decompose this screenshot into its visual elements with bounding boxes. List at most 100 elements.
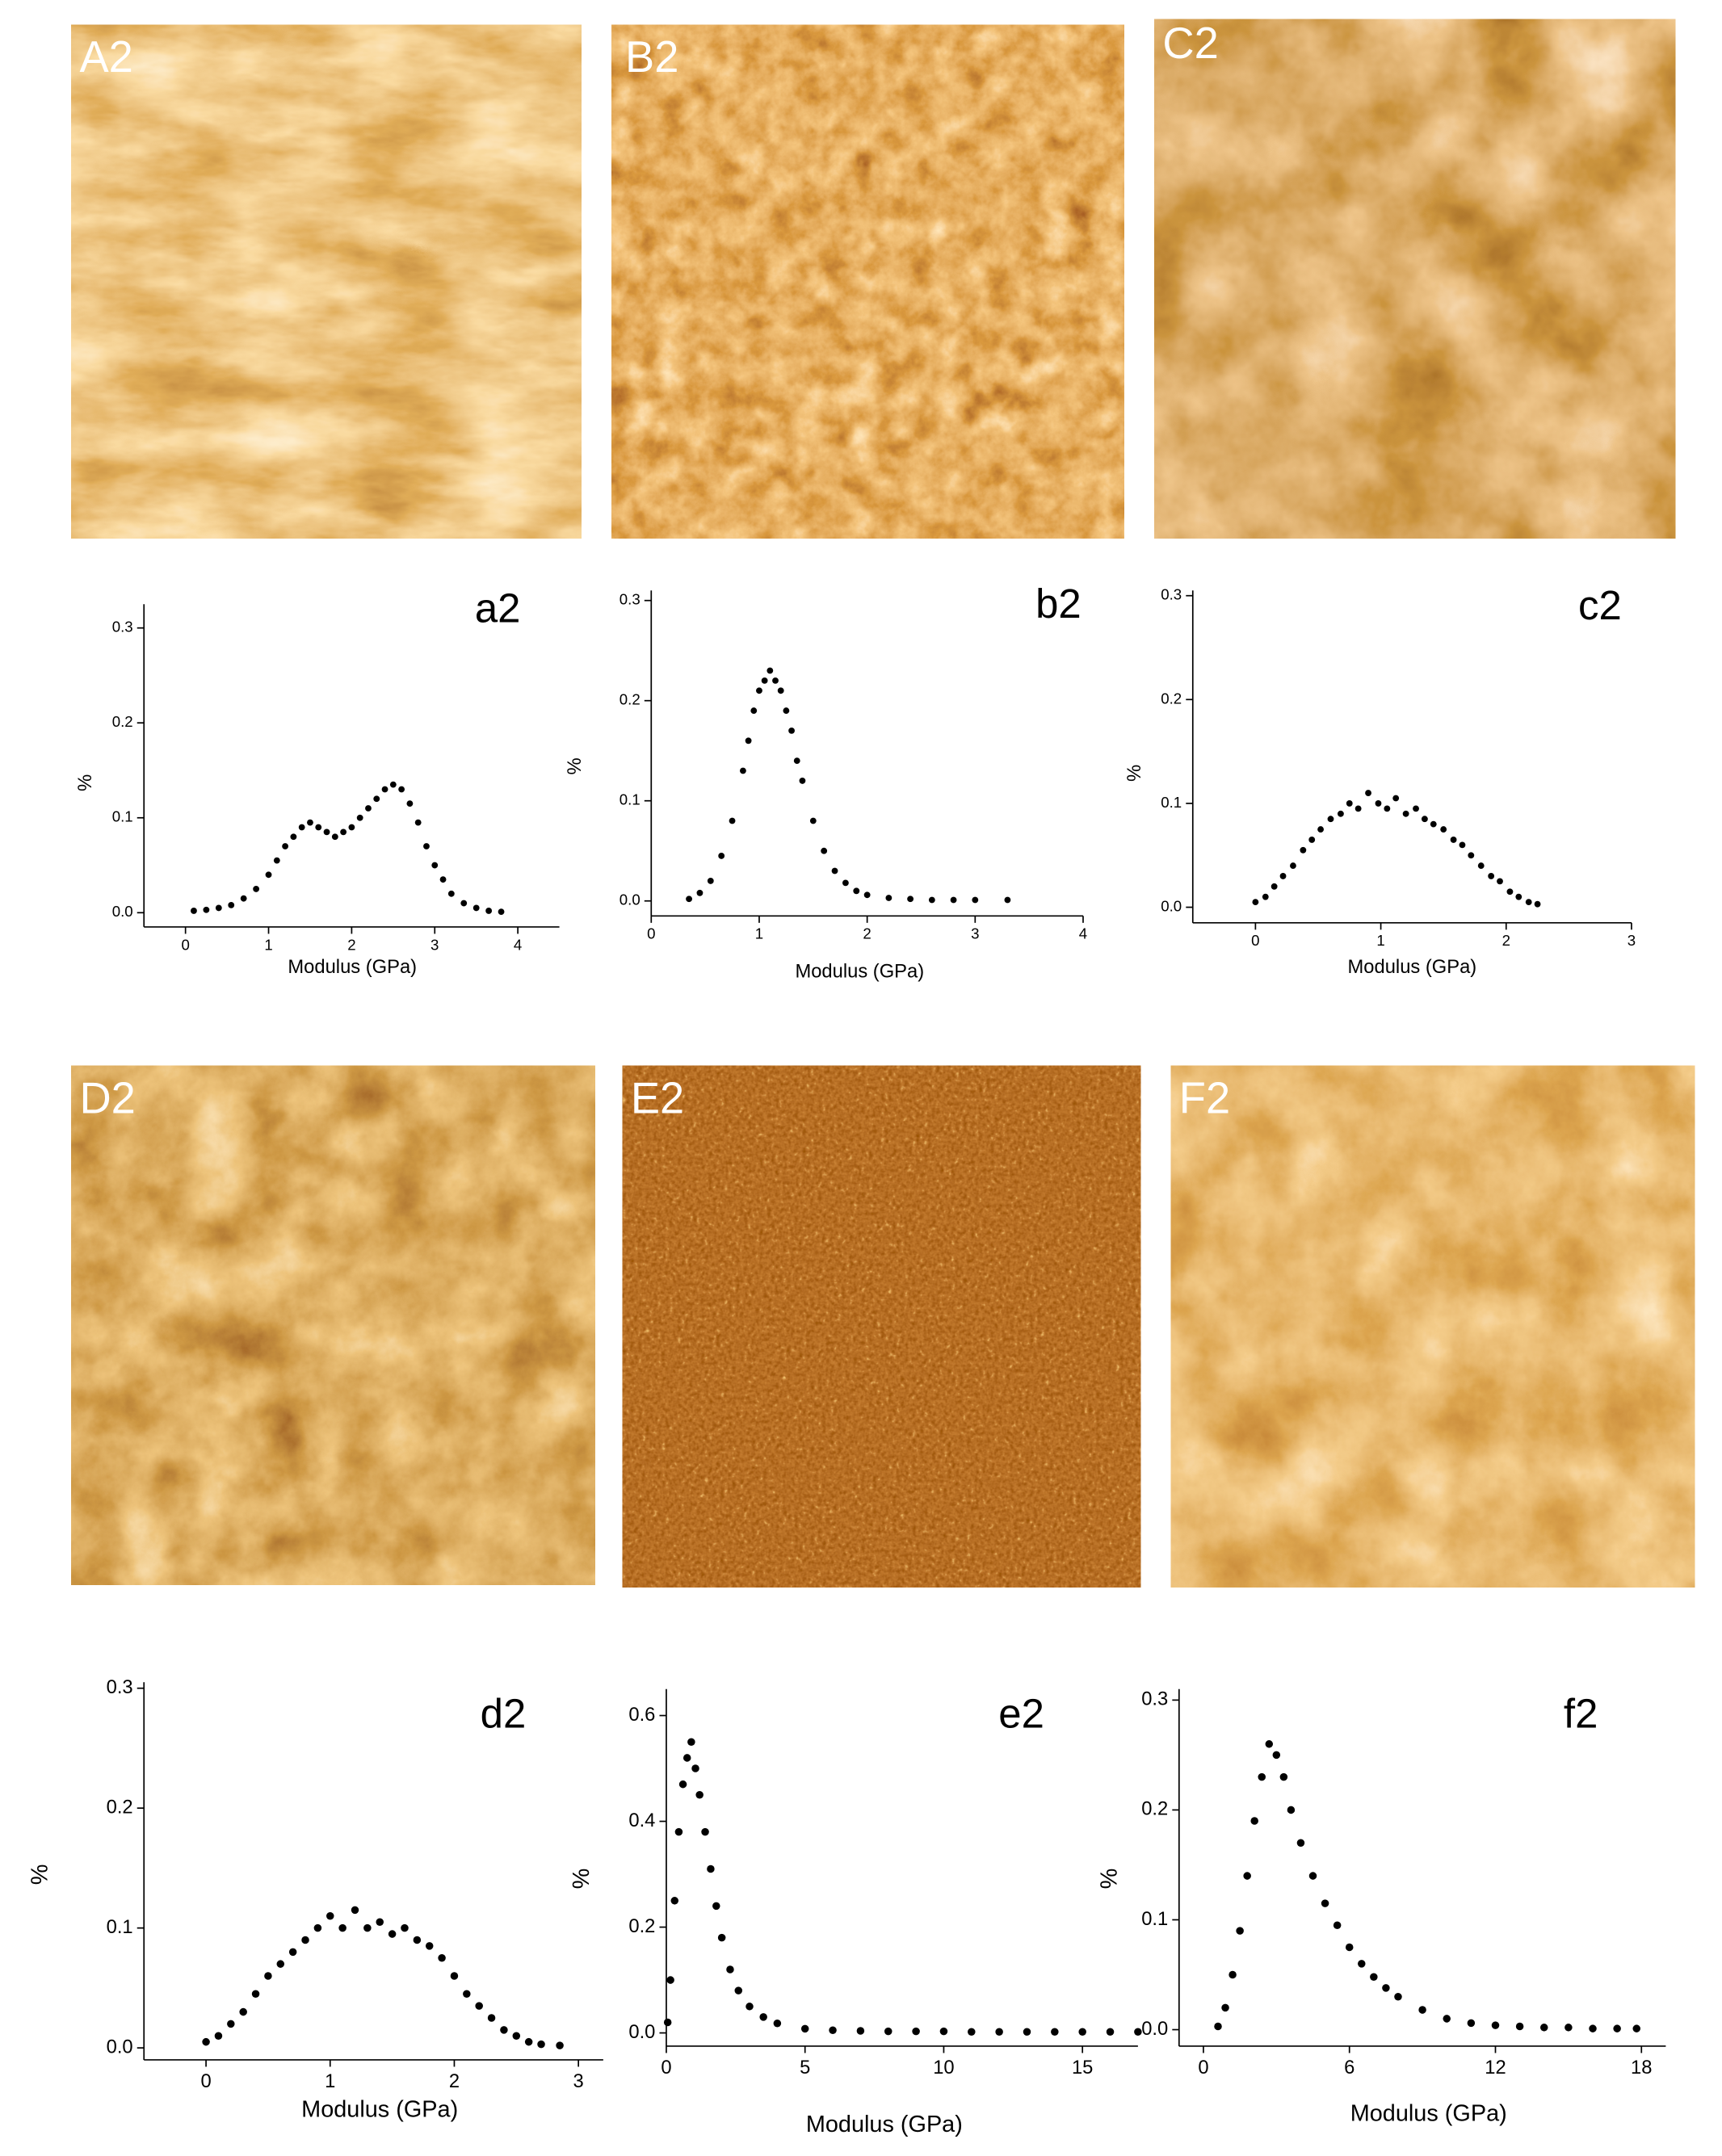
y-tick-label: 0.2 xyxy=(1141,1798,1168,1820)
data-point xyxy=(907,896,914,903)
data-point xyxy=(265,871,272,879)
y-tick-label: 0.2 xyxy=(112,713,133,730)
x-tick-label: 1 xyxy=(325,2070,335,2092)
x-tick-label: 0 xyxy=(1251,932,1259,949)
data-point xyxy=(191,908,197,914)
image-label: E2 xyxy=(631,1073,684,1122)
data-point xyxy=(500,2026,508,2034)
data-point xyxy=(1477,862,1485,870)
data-point xyxy=(1515,2022,1524,2031)
data-point xyxy=(1421,816,1428,823)
data-point xyxy=(1308,837,1316,843)
data-point xyxy=(1506,888,1514,896)
y-tick-label: 0.3 xyxy=(107,1676,133,1698)
chart-title: a2 xyxy=(475,585,521,631)
data-point xyxy=(761,677,768,684)
x-tick-label: 15 xyxy=(1072,2057,1093,2078)
data-point xyxy=(777,687,784,694)
data-point xyxy=(431,862,439,869)
data-point xyxy=(498,908,505,916)
data-point xyxy=(1440,826,1447,833)
y-tick-label: 0.0 xyxy=(1141,2018,1168,2040)
afm-image xyxy=(71,24,582,539)
x-tick-label: 1 xyxy=(755,925,763,942)
data-point xyxy=(1413,805,1419,812)
x-tick-label: 2 xyxy=(863,925,871,942)
afm-image xyxy=(611,24,1124,539)
data-point xyxy=(512,2032,521,2041)
data-point xyxy=(842,879,849,887)
data-point xyxy=(1392,795,1400,802)
data-point xyxy=(1354,805,1362,812)
data-point xyxy=(1430,820,1437,828)
data-point xyxy=(928,896,935,904)
data-point xyxy=(298,824,305,831)
data-point xyxy=(414,819,422,826)
y-tick-label: 0.3 xyxy=(620,591,640,608)
data-point xyxy=(707,878,714,884)
afm-image xyxy=(622,1065,1141,1588)
data-point xyxy=(487,2014,496,2022)
x-axis-label: Modulus (GPa) xyxy=(795,960,924,982)
x-axis-label: Modulus (GPa) xyxy=(301,2096,458,2122)
data-point xyxy=(707,1864,715,1873)
data-point xyxy=(746,2003,754,2011)
data-point xyxy=(323,828,330,836)
data-point xyxy=(228,901,235,908)
data-point xyxy=(315,824,322,831)
data-point xyxy=(401,1923,409,1932)
chart-title: b2 xyxy=(1035,581,1082,627)
x-tick-label: 3 xyxy=(573,2070,584,2092)
data-point xyxy=(766,667,774,674)
y-tick-label: 0.3 xyxy=(112,619,133,635)
data-point xyxy=(884,2027,892,2036)
data-point xyxy=(423,843,430,849)
data-point xyxy=(1279,873,1287,879)
data-point xyxy=(750,707,758,715)
data-point xyxy=(331,833,338,841)
data-point xyxy=(1252,899,1259,906)
data-point xyxy=(1402,810,1409,817)
data-point xyxy=(674,1827,683,1836)
data-point xyxy=(712,1902,720,1911)
data-point xyxy=(1078,2028,1086,2036)
data-point xyxy=(912,2027,920,2036)
data-point xyxy=(215,904,222,912)
data-point xyxy=(1632,2024,1641,2032)
data-point xyxy=(363,1923,372,1932)
data-point xyxy=(793,757,800,765)
image-label: C2 xyxy=(1162,19,1218,68)
data-point xyxy=(1375,800,1382,807)
data-point xyxy=(537,2040,545,2049)
data-point xyxy=(885,895,892,901)
data-point xyxy=(485,908,493,914)
data-point xyxy=(1228,1970,1237,1979)
data-point xyxy=(831,867,838,875)
x-tick-label: 0 xyxy=(181,936,189,953)
y-tick-label: 0.2 xyxy=(107,1796,133,1818)
image-label: A2 xyxy=(79,32,132,82)
data-point xyxy=(972,896,979,904)
data-point xyxy=(1321,1899,1329,1907)
data-point xyxy=(1317,826,1324,833)
x-tick-label: 5 xyxy=(800,2057,810,2078)
data-point xyxy=(682,1754,691,1762)
data-point xyxy=(1515,893,1522,900)
image-label: F2 xyxy=(1179,1073,1230,1122)
x-tick-label: 0 xyxy=(661,2057,671,2078)
data-point xyxy=(1221,2003,1229,2012)
data-point xyxy=(863,891,871,899)
x-tick-label: 0 xyxy=(1198,2057,1208,2078)
y-tick-label: 0.2 xyxy=(628,1915,655,1937)
y-tick-label: 0.3 xyxy=(1161,586,1182,603)
data-point xyxy=(939,2027,948,2036)
data-point xyxy=(1272,1751,1281,1760)
data-point xyxy=(239,2007,247,2016)
data-point xyxy=(687,1738,695,1747)
data-point xyxy=(663,2018,672,2027)
data-point xyxy=(1418,2006,1426,2014)
x-tick-label: 18 xyxy=(1631,2057,1652,2078)
x-tick-label: 3 xyxy=(430,936,439,953)
x-axis-label: Modulus (GPa) xyxy=(1348,956,1477,978)
image-labels: A2 B2 C2 D2 E2 F2 xyxy=(79,19,1230,1122)
